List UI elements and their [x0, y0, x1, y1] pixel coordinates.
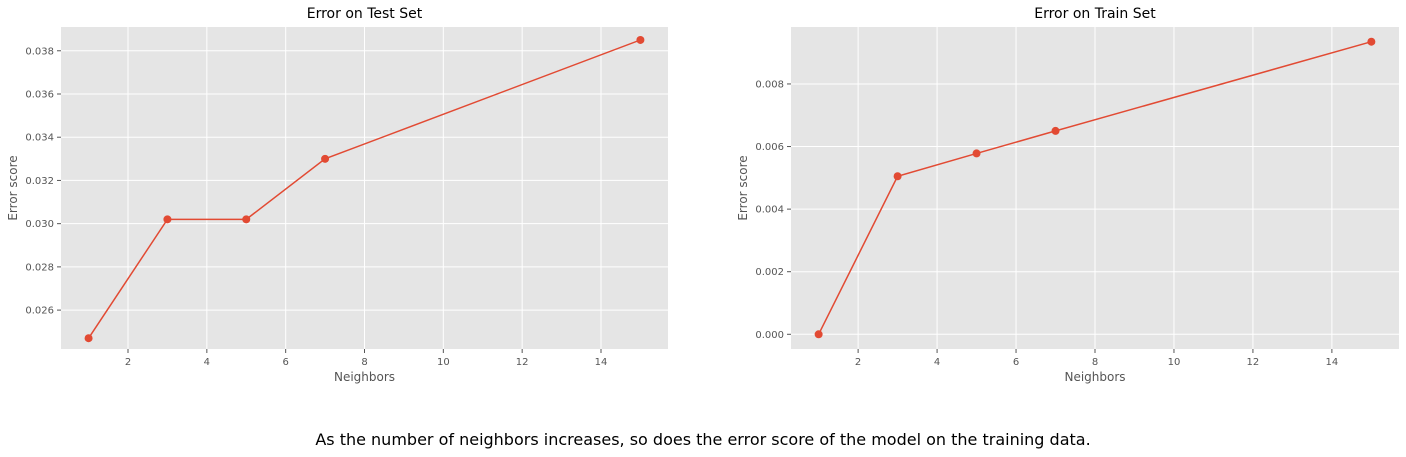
chart-1-data-point: [242, 215, 251, 224]
chart-2-x-tick-label: 6: [1013, 357, 1019, 368]
chart-1-y-tick-label: 0.038: [25, 46, 54, 57]
chart-2-data-point: [893, 172, 902, 181]
chart-1-y-tick-label: 0.036: [25, 89, 54, 100]
chart-2-y-tick-label: 0.004: [755, 205, 784, 216]
chart-1-title: Error on Test Set: [307, 6, 423, 22]
chart-2-x-tick-label: 4: [934, 357, 940, 368]
chart-2-y-tick-label: 0.006: [755, 142, 784, 153]
chart-1-y-axis-label: Error score: [6, 155, 20, 220]
chart-1-x-tick-label: 2: [125, 357, 131, 368]
chart-1-y-tick-label: 0.028: [25, 262, 54, 273]
chart-1-data-point: [636, 35, 645, 44]
chart-2-data-point: [1367, 37, 1376, 46]
chart-1-data-point: [321, 154, 330, 163]
chart-2-y-tick-label: 0.000: [755, 330, 784, 341]
chart-1-x-tick-label: 4: [204, 357, 210, 368]
chart-2-y-tick-label: 0.002: [755, 267, 784, 278]
chart-1-x-tick-label: 6: [282, 357, 288, 368]
chart-2-x-tick-label: 8: [1092, 357, 1098, 368]
chart-1-data-point: [163, 215, 172, 224]
chart-1-x-tick-label: 12: [516, 357, 529, 368]
chart-2-x-tick-label: 10: [1168, 357, 1181, 368]
chart-2-data-point: [1051, 126, 1060, 135]
chart-1-x-tick-label: 10: [437, 357, 450, 368]
chart-2-x-tick-label: 14: [1326, 357, 1339, 368]
chart-2-x-tick-label: 12: [1247, 357, 1260, 368]
chart-1-y-tick-label: 0.026: [25, 306, 54, 317]
chart-2-data-point: [814, 330, 823, 339]
chart-2-x-axis-label: Neighbors: [1064, 370, 1125, 384]
chart-2-y-tick-label: 0.008: [755, 79, 784, 90]
chart-1-x-tick-label: 14: [595, 357, 608, 368]
chart-2-x-tick-label: 2: [855, 357, 861, 368]
chart-1-data-point: [84, 334, 93, 343]
chart-1-y-tick-label: 0.034: [25, 133, 54, 144]
chart-2-title: Error on Train Set: [1034, 6, 1156, 22]
chart-1-y-tick-label: 0.032: [25, 176, 54, 187]
chart-1-y-tick-label: 0.030: [25, 219, 54, 230]
chart-2-y-axis-label: Error score: [736, 155, 750, 220]
figure-caption: As the number of neighbors increases, so…: [315, 430, 1091, 449]
figure: 2 4 6 8 10 12 14 0.026 0.028 0.030 0.032 0.034 0.036…: [6, 6, 1399, 384]
chart-1-x-tick-label: 8: [361, 357, 367, 368]
chart-2-data-point: [972, 149, 981, 158]
chart-1-x-axis-label: Neighbors: [334, 370, 395, 384]
